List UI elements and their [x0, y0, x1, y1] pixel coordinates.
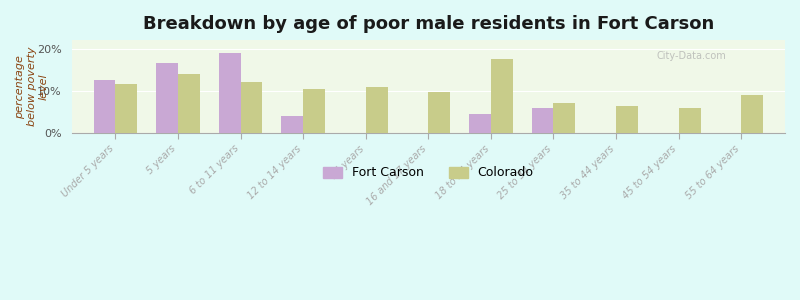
- Bar: [366, 87, 388, 133]
- Bar: [282, 116, 303, 133]
- Bar: [218, 53, 241, 133]
- Bar: [741, 95, 763, 133]
- Bar: [616, 106, 638, 133]
- Title: Breakdown by age of poor male residents in Fort Carson: Breakdown by age of poor male residents …: [142, 15, 714, 33]
- Bar: [469, 114, 491, 133]
- Bar: [491, 59, 513, 133]
- Bar: [531, 108, 554, 133]
- Legend: Fort Carson, Colorado: Fort Carson, Colorado: [318, 161, 538, 184]
- Bar: [94, 80, 115, 133]
- Bar: [156, 63, 178, 133]
- Bar: [554, 103, 575, 133]
- Bar: [115, 85, 138, 133]
- Bar: [241, 82, 262, 133]
- Bar: [303, 89, 325, 133]
- Y-axis label: percentage
below poverty
level: percentage below poverty level: [15, 47, 48, 126]
- Text: City-Data.com: City-Data.com: [657, 51, 726, 61]
- Bar: [178, 74, 200, 133]
- Bar: [678, 108, 701, 133]
- Bar: [428, 92, 450, 133]
